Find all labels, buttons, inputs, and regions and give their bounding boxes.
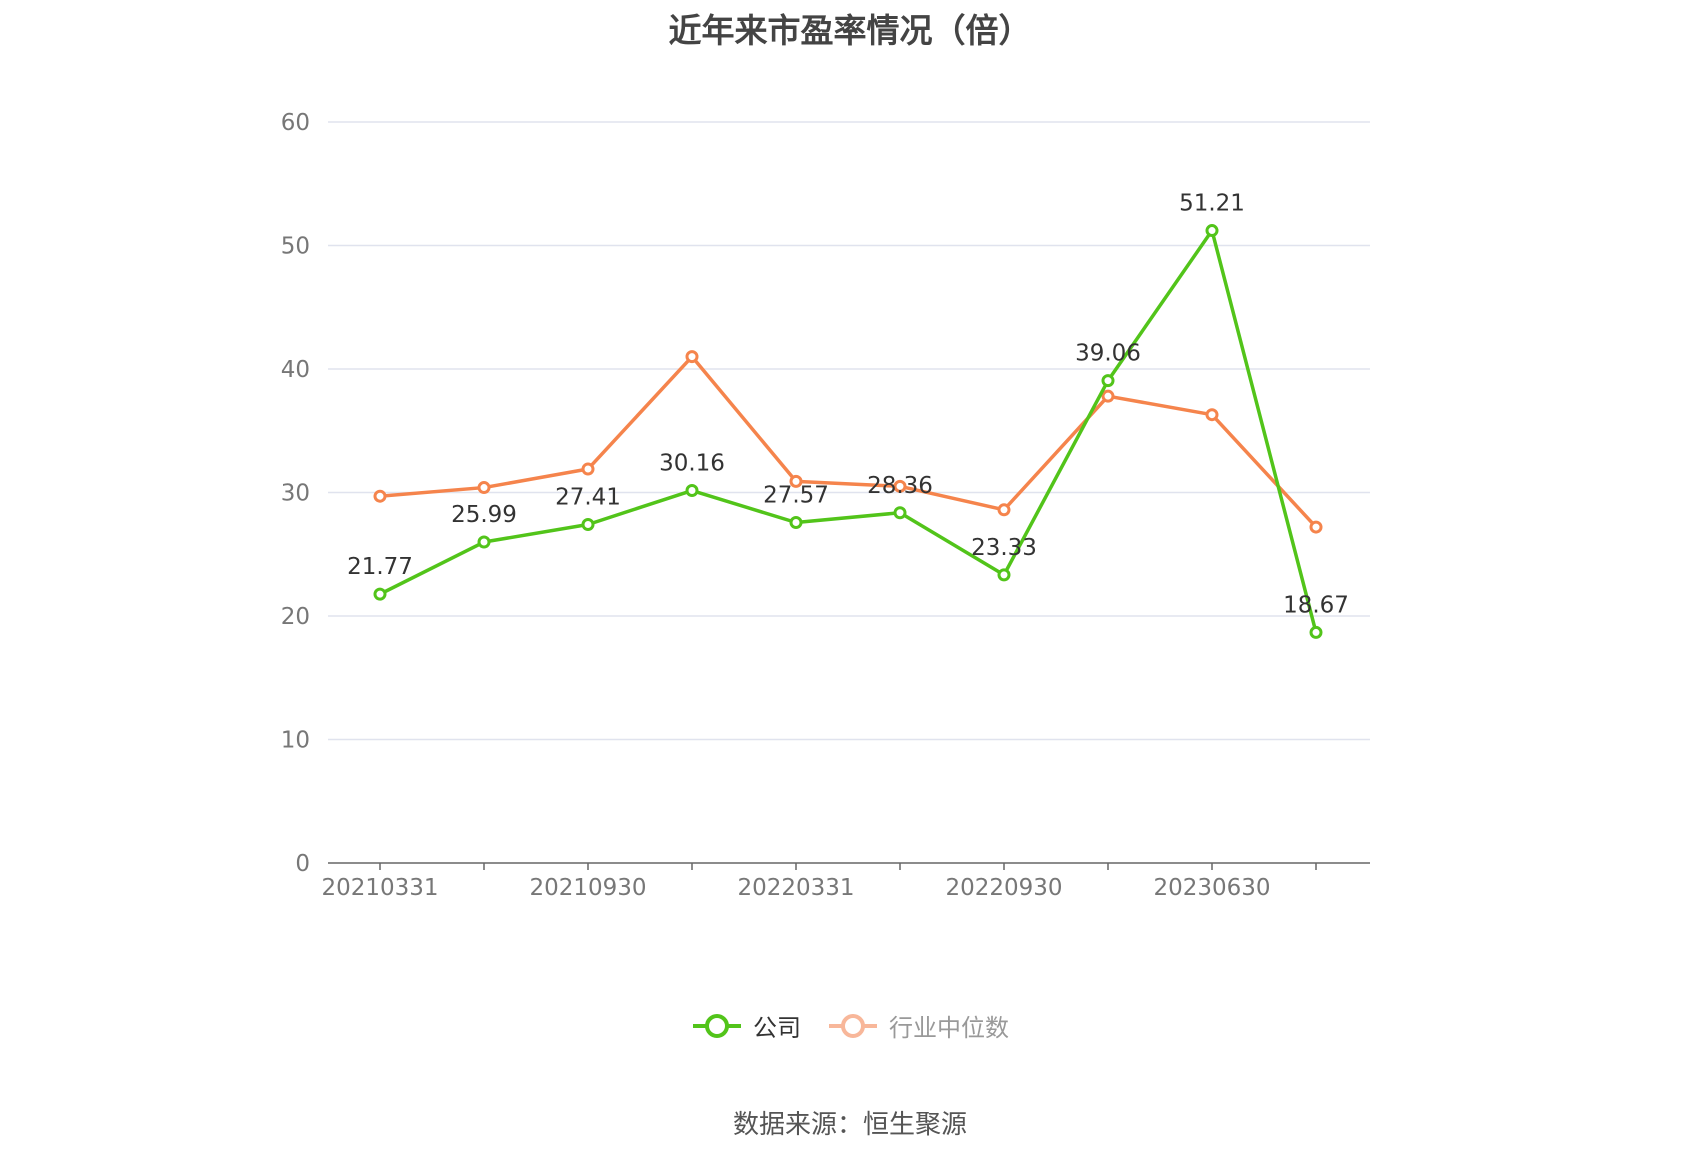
series-line-1 xyxy=(379,354,1318,529)
data-label: 28.36 xyxy=(867,473,933,499)
data-source: 数据来源：恒生聚源 xyxy=(732,1110,967,1140)
data-label: 51.21 xyxy=(1179,191,1245,217)
legend-industry-marker-icon xyxy=(829,1013,877,1038)
series-1-point[interactable] xyxy=(685,350,699,364)
series-0-point[interactable] xyxy=(581,517,595,531)
series-0-point[interactable] xyxy=(893,506,907,520)
x-tick-label: 20220930 xyxy=(945,875,1062,901)
series-0-point[interactable] xyxy=(685,484,699,498)
axes: 0 10 20 30 40 50 60 20210331 20210930 20220331 202… xyxy=(281,110,1370,901)
series-0-point[interactable] xyxy=(373,587,387,601)
legend-item-industry-median[interactable]: 行业中位数 xyxy=(827,1008,1009,1043)
series-1-point[interactable] xyxy=(373,489,387,503)
legend-item-company[interactable]: 公司 xyxy=(691,1008,801,1043)
data-label: 23.33 xyxy=(971,535,1037,561)
series-0-point[interactable] xyxy=(1309,625,1323,639)
x-tick-label: 20220331 xyxy=(737,875,854,901)
data-label: 18.67 xyxy=(1283,592,1349,618)
data-labels: 21.77 25.99 27.41 30.16 27.57 28.36 23.33 39.06… xyxy=(347,191,1349,619)
y-tick-label: 40 xyxy=(281,357,310,383)
series-1-point[interactable] xyxy=(1205,408,1219,422)
y-tick-label: 30 xyxy=(281,481,310,507)
series-0-point[interactable] xyxy=(1101,374,1115,388)
x-tick-label: 20210930 xyxy=(529,875,646,901)
legend-company-marker-icon xyxy=(693,1013,741,1038)
series-0-point[interactable] xyxy=(1205,224,1219,238)
legend-industry-label: 行业中位数 xyxy=(889,1014,1009,1042)
series-1-point[interactable] xyxy=(1101,389,1115,403)
series-0-point[interactable] xyxy=(789,516,803,530)
y-tick-label: 50 xyxy=(281,234,310,260)
series-0-point[interactable] xyxy=(477,535,491,549)
y-tick-label: 0 xyxy=(295,851,310,877)
y-tick-label: 10 xyxy=(281,728,310,754)
series-0-point[interactable] xyxy=(997,568,1011,582)
series-1-point[interactable] xyxy=(1309,520,1323,534)
data-label: 39.06 xyxy=(1075,341,1141,367)
grid-lines xyxy=(328,121,1370,741)
data-label: 21.77 xyxy=(347,554,413,580)
legend-company-label: 公司 xyxy=(753,1014,801,1042)
data-label: 25.99 xyxy=(451,502,517,528)
series-1-point[interactable] xyxy=(477,481,491,495)
series-1-point[interactable] xyxy=(581,462,595,476)
y-tick-label: 60 xyxy=(281,110,310,136)
data-label: 27.41 xyxy=(555,484,621,510)
data-label: 27.57 xyxy=(763,483,829,509)
series-1-point[interactable] xyxy=(789,474,803,488)
series xyxy=(373,224,1323,639)
series-1-point[interactable] xyxy=(997,503,1011,517)
chart-title: 近年来市盈率情况（倍） xyxy=(668,11,1032,50)
series-1-point[interactable] xyxy=(893,479,907,493)
x-tick-label: 20210331 xyxy=(321,875,438,901)
x-tick-label: 20230630 xyxy=(1153,875,1270,901)
data-label: 30.16 xyxy=(659,451,725,477)
line-chart: 0 10 20 30 40 50 60 20210331 20210930 20220331 202… xyxy=(281,110,1370,901)
legend: 公司 行业中位数 xyxy=(0,1008,1700,1043)
series-line-0 xyxy=(379,228,1318,633)
y-tick-label: 20 xyxy=(281,604,310,630)
